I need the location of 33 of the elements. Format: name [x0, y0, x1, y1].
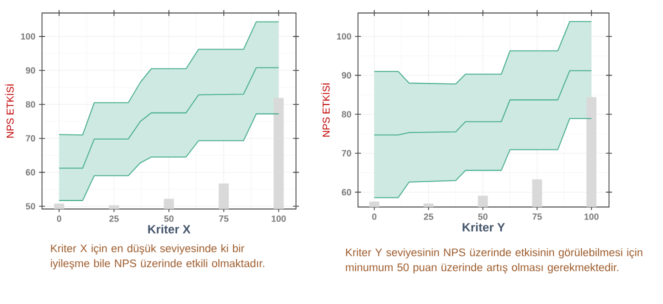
y-tick-label: 100	[21, 33, 36, 40]
y-tick-label: 80	[26, 101, 36, 108]
x-tick-label: 25	[109, 216, 119, 222]
y-tick-label: 50	[26, 203, 36, 210]
x-tick-label: 0	[372, 214, 376, 220]
text: Kriter Y seviyesinin NPS üzerinde etkisinin görülebilmesi için minumum 50 puan üzerinde artış olması gerekmektedir.	[346, 248, 642, 274]
text: Kriter X için en düşük seviyesinde ki bir iyileşme bile NPS üzerinde etkili olmaktadır.	[50, 244, 264, 270]
x-tick-label: 75	[219, 216, 229, 222]
y-tick-label: 80	[342, 111, 352, 118]
x-tick-label: 50	[164, 216, 174, 222]
line-series	[374, 21, 592, 84]
x-tick-label: 75	[532, 214, 542, 220]
y-tick-label: 90	[26, 67, 36, 74]
y-tick-label: 60	[26, 169, 36, 176]
line-series	[374, 118, 592, 198]
y-axis-title: NPS ETKİSİ	[320, 84, 330, 137]
x-tick-label: 100	[272, 216, 286, 222]
x-tick-label: 25	[424, 214, 434, 220]
y-tick-label: 70	[26, 135, 36, 142]
x-tick-label: 50	[478, 214, 488, 220]
line-series	[58, 113, 280, 201]
y-tick-label: 100	[337, 33, 352, 40]
y-axis-title: NPS ETKİSİ	[4, 84, 14, 138]
x-tick-label: 100	[584, 214, 599, 220]
line-series	[58, 67, 280, 169]
y-tick-label: 90	[342, 72, 352, 79]
line-series	[374, 70, 592, 136]
x-tick-label: 0	[56, 216, 62, 222]
y-tick-label: 70	[342, 150, 352, 156]
line-series	[58, 21, 280, 136]
x-axis-title: Kriter X	[148, 224, 190, 234]
y-tick-label: 60	[342, 189, 352, 196]
x-axis-title: Kriter Y	[462, 222, 505, 232]
